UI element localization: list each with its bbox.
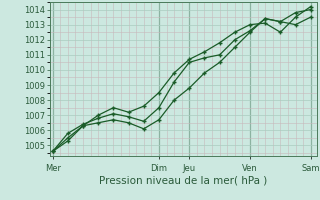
X-axis label: Pression niveau de la mer( hPa ): Pression niveau de la mer( hPa ) [99, 175, 267, 185]
